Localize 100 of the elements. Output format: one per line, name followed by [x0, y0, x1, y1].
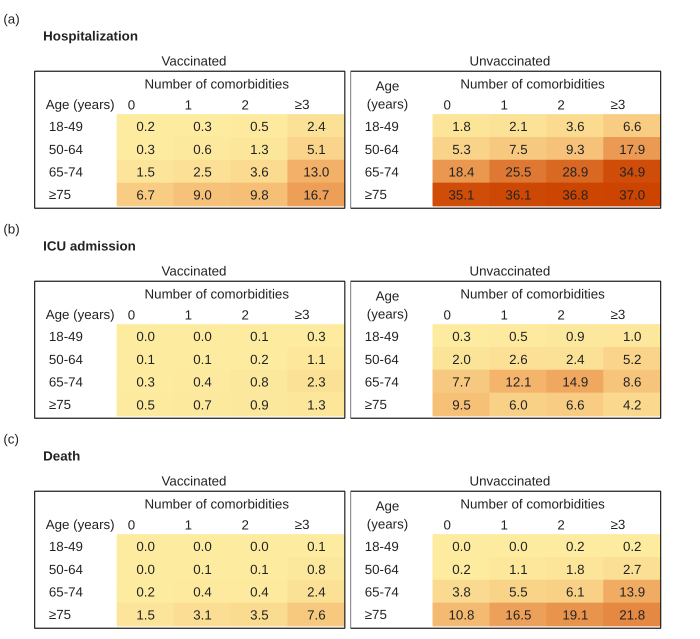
- data-label: 0.1: [193, 352, 212, 367]
- data-label: 0.5: [136, 398, 155, 413]
- data-label: 17.9: [619, 142, 646, 157]
- data-label: 0.3: [193, 119, 212, 134]
- data-label: 2.6: [509, 352, 528, 367]
- data-label: 3.1: [193, 608, 212, 623]
- x-tick-label: ≥3: [294, 306, 310, 322]
- data-label: 0.4: [193, 374, 212, 390]
- x-tick-label: 2: [557, 307, 565, 322]
- data-label: 34.9: [619, 164, 646, 180]
- data-label: 0.0: [136, 562, 155, 577]
- data-label: 0.6: [193, 142, 212, 157]
- x-tick-label: 1: [184, 97, 192, 112]
- data-label: 0.0: [193, 539, 212, 554]
- x-tick-label: ≥3: [294, 516, 310, 532]
- data-label: 1.8: [452, 119, 471, 134]
- data-label: 3.5: [250, 608, 269, 623]
- y-axis-title: Age (years): [366, 498, 408, 532]
- y-axis-title: Age (years): [46, 96, 115, 112]
- x-tick-label: 2: [242, 517, 249, 532]
- data-label: 2.4: [566, 352, 586, 367]
- data-label: 0.0: [136, 329, 155, 344]
- data-label: 3.8: [452, 584, 471, 600]
- data-label: 7.6: [307, 608, 326, 623]
- x-tick-label: 0: [444, 517, 451, 532]
- chart-title: Unvaccinated: [469, 53, 550, 68]
- data-label: 5.2: [622, 352, 642, 367]
- data-label: 2.7: [622, 562, 642, 577]
- data-label: 0.0: [136, 539, 155, 554]
- data-label: 25.5: [505, 164, 532, 180]
- data-label: 0.2: [622, 539, 642, 554]
- data-label: 1.5: [136, 608, 155, 623]
- y-tick-label: 50-64: [364, 142, 400, 157]
- y-tick-label: 50-64: [364, 562, 400, 577]
- data-label: 0.8: [250, 374, 269, 390]
- data-label: 8.6: [622, 374, 642, 390]
- y-tick-label: 65-74: [48, 164, 84, 180]
- y-tick-label: 18-49: [364, 539, 399, 554]
- x-tick-label: 1: [500, 517, 508, 532]
- data-label: 6.6: [566, 398, 585, 413]
- data-label: 0.2: [452, 562, 471, 577]
- x-axis-title: Number of comorbidities: [460, 76, 606, 92]
- data-label: 2.5: [193, 164, 212, 180]
- data-label: 0.1: [307, 539, 326, 554]
- y-tick-label: 65-74: [48, 584, 84, 600]
- data-label: 1.0: [622, 329, 642, 344]
- data-label: 1.3: [250, 142, 269, 157]
- x-tick-label: 2: [242, 307, 249, 322]
- data-label: 5.5: [509, 584, 528, 600]
- chart-title: Unvaccinated: [469, 473, 550, 488]
- x-tick-label: 1: [500, 97, 508, 112]
- data-label: 6.1: [566, 584, 585, 600]
- x-tick-label: ≥3: [610, 306, 626, 322]
- text: (a): [3, 11, 20, 26]
- x-tick-label: 2: [557, 97, 565, 112]
- y-axis-title: Age (years): [366, 78, 408, 112]
- x-tick-label: 1: [500, 307, 508, 322]
- data-label: 5.1: [307, 142, 326, 157]
- data-label: 0.3: [136, 142, 155, 157]
- text: ICU admission: [43, 238, 136, 254]
- y-tick-label: 50-64: [48, 352, 84, 367]
- data-label: 0.1: [193, 562, 212, 577]
- chart-title: Vaccinated: [162, 473, 226, 488]
- data-label: 0.1: [250, 562, 269, 577]
- data-label: 0.3: [136, 374, 155, 390]
- data-label: 0.0: [452, 539, 471, 554]
- text: (b): [3, 221, 20, 236]
- data-label: 9.3: [566, 142, 585, 157]
- data-label: 4.2: [622, 398, 642, 413]
- y-tick-label: ≥75: [364, 607, 387, 622]
- y-tick-label: ≥75: [48, 187, 72, 202]
- data-label: 6.7: [136, 188, 155, 203]
- data-label: 0.2: [250, 352, 269, 367]
- data-label: 0.0: [250, 539, 269, 554]
- y-axis-title: Age (years): [366, 288, 408, 322]
- data-label: 16.5: [505, 608, 532, 623]
- y-tick-label: ≥75: [48, 397, 72, 412]
- data-label: 2.1: [509, 119, 528, 134]
- data-label: 1.1: [509, 562, 528, 577]
- data-label: 37.0: [619, 188, 646, 203]
- data-label: 1.8: [566, 562, 585, 577]
- data-label: 21.8: [619, 608, 646, 623]
- x-tick-label: ≥3: [610, 516, 626, 532]
- x-tick-label: ≥3: [294, 96, 310, 112]
- data-label: 18.4: [448, 164, 476, 180]
- x-tick-label: 1: [184, 307, 192, 322]
- x-tick-label: 2: [242, 97, 249, 112]
- data-label: 7.7: [452, 374, 471, 390]
- data-label: 2.3: [307, 374, 326, 390]
- x-tick-label: 0: [444, 307, 451, 322]
- data-label: 0.8: [307, 562, 326, 577]
- y-tick-label: 65-74: [364, 164, 400, 180]
- x-tick-label: 0: [128, 517, 136, 532]
- y-tick-label: 18-49: [48, 329, 83, 344]
- data-label: 2.4: [307, 584, 326, 600]
- data-label: 0.9: [250, 398, 269, 413]
- x-tick-label: 0: [444, 97, 451, 112]
- x-axis-title: Number of comorbidities: [144, 76, 290, 92]
- data-label: 0.5: [509, 329, 528, 344]
- y-tick-label: ≥75: [364, 187, 387, 202]
